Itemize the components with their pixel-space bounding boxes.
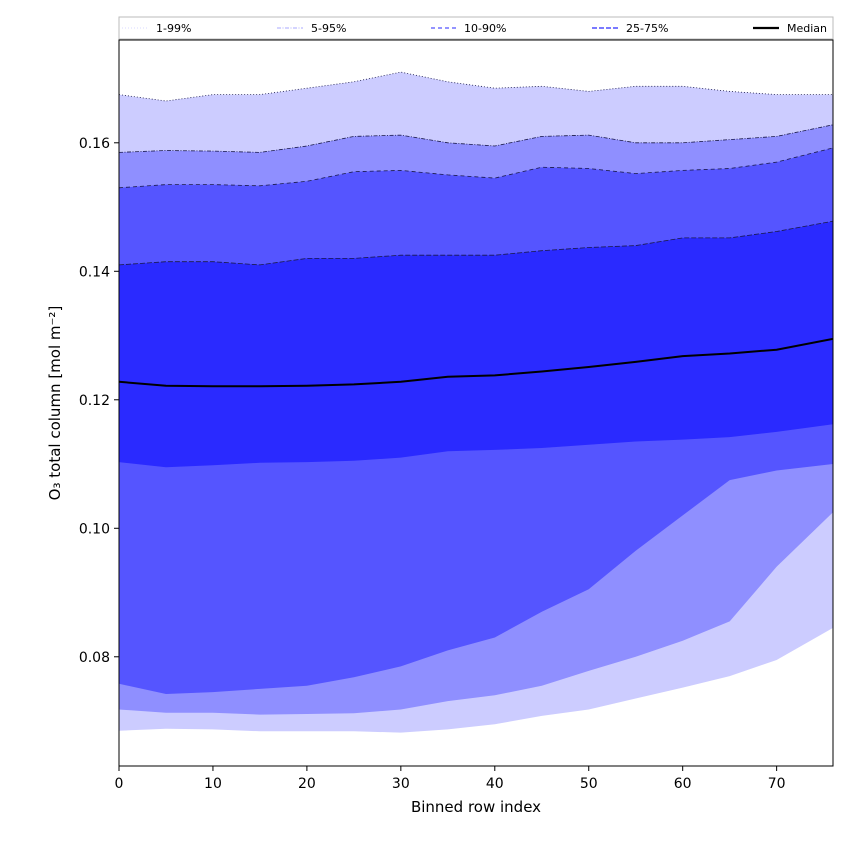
y-tick-label: 0.08 [79, 650, 110, 666]
legend-label-10-90%: 10-90% [464, 22, 506, 35]
y-tick-label: 0.14 [79, 264, 110, 280]
y-tick-label: 0.16 [79, 136, 110, 152]
legend-box [118, 16, 834, 40]
x-axis: 0 10 20 30 40 50 60 70 [115, 766, 786, 792]
x-tick-label: 50 [580, 776, 598, 792]
median-line [119, 337, 833, 388]
legend-label-5-95%: 5-95% [311, 22, 346, 35]
band-5-95%-upper-edge [119, 124, 833, 153]
x-tick-label: 0 [115, 776, 124, 792]
y-axis-label: O₃ total column [mol m⁻²] [46, 306, 64, 501]
plot-frame [118, 39, 834, 767]
median-layer [119, 337, 833, 388]
legend-label-25-75%: 25-75% [626, 22, 668, 35]
y-axis: 0.08 0.10 0.12 0.14 0.16 [79, 136, 119, 666]
band-25-75%-upper-edge [119, 220, 833, 266]
band-10-90%-upper-edge [119, 147, 833, 189]
bands-layer [119, 71, 833, 733]
y-tick-label: 0.12 [79, 393, 110, 409]
band-25-75%-fill [119, 221, 833, 468]
y-tick-label: 0.10 [79, 521, 110, 537]
legend: 1-99% 5-95% 10-90% 25-75% Median [118, 16, 834, 40]
legend-label-Median: Median [787, 22, 827, 35]
x-tick-label: 60 [674, 776, 692, 792]
x-tick-label: 30 [392, 776, 410, 792]
x-tick-label: 70 [768, 776, 786, 792]
x-tick-label: 40 [486, 776, 504, 792]
legend-label-1-99%: 1-99% [156, 22, 191, 35]
x-tick-label: 20 [298, 776, 316, 792]
x-axis-label: Binned row index [411, 798, 541, 816]
x-tick-label: 10 [204, 776, 222, 792]
